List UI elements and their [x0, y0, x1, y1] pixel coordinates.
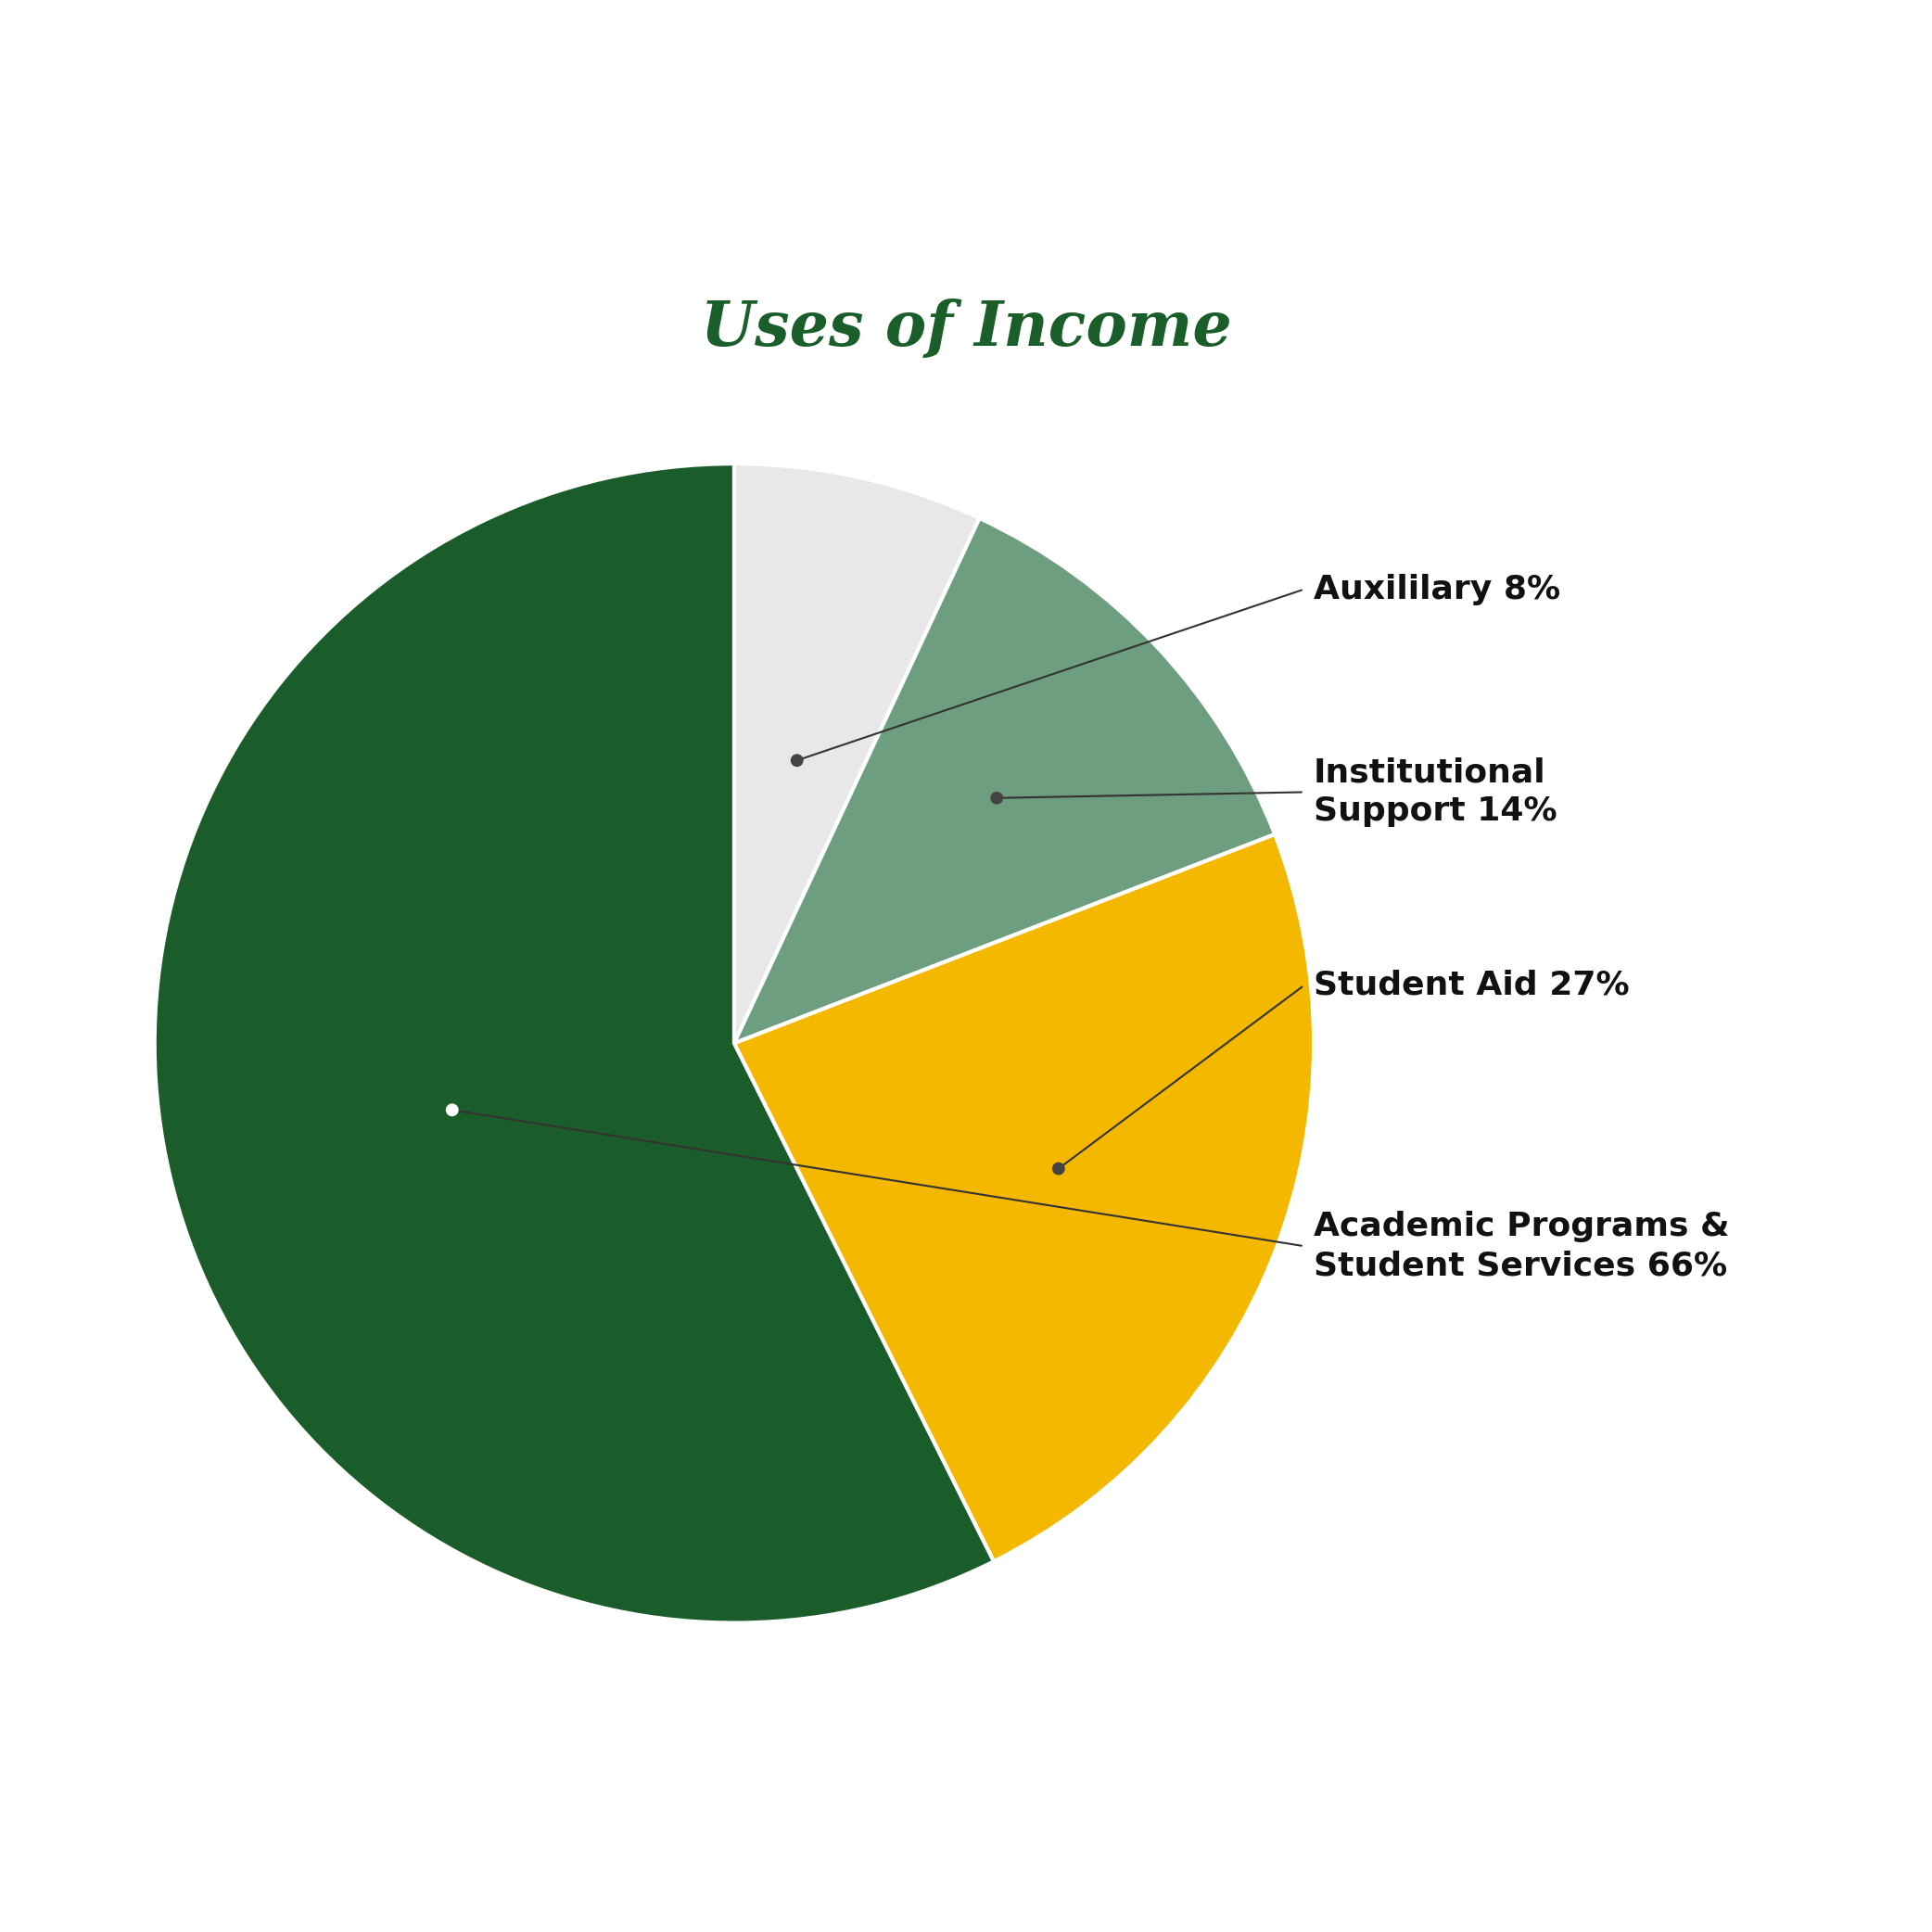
Text: Institutional
Support 14%: Institutional Support 14% [1314, 757, 1557, 827]
Wedge shape [734, 518, 1275, 1043]
Wedge shape [734, 835, 1314, 1561]
Point [981, 782, 1012, 813]
Wedge shape [734, 464, 980, 1043]
Point [782, 746, 813, 777]
Point [437, 1095, 468, 1126]
Text: Academic Programs &
Student Services 66%: Academic Programs & Student Services 66% [1314, 1211, 1729, 1281]
Point [1043, 1153, 1074, 1184]
Text: Student Aid 27%: Student Aid 27% [1314, 970, 1629, 1001]
Wedge shape [155, 464, 993, 1623]
Text: Uses of Income: Uses of Income [701, 298, 1231, 359]
Text: Auxililary 8%: Auxililary 8% [1314, 574, 1561, 605]
